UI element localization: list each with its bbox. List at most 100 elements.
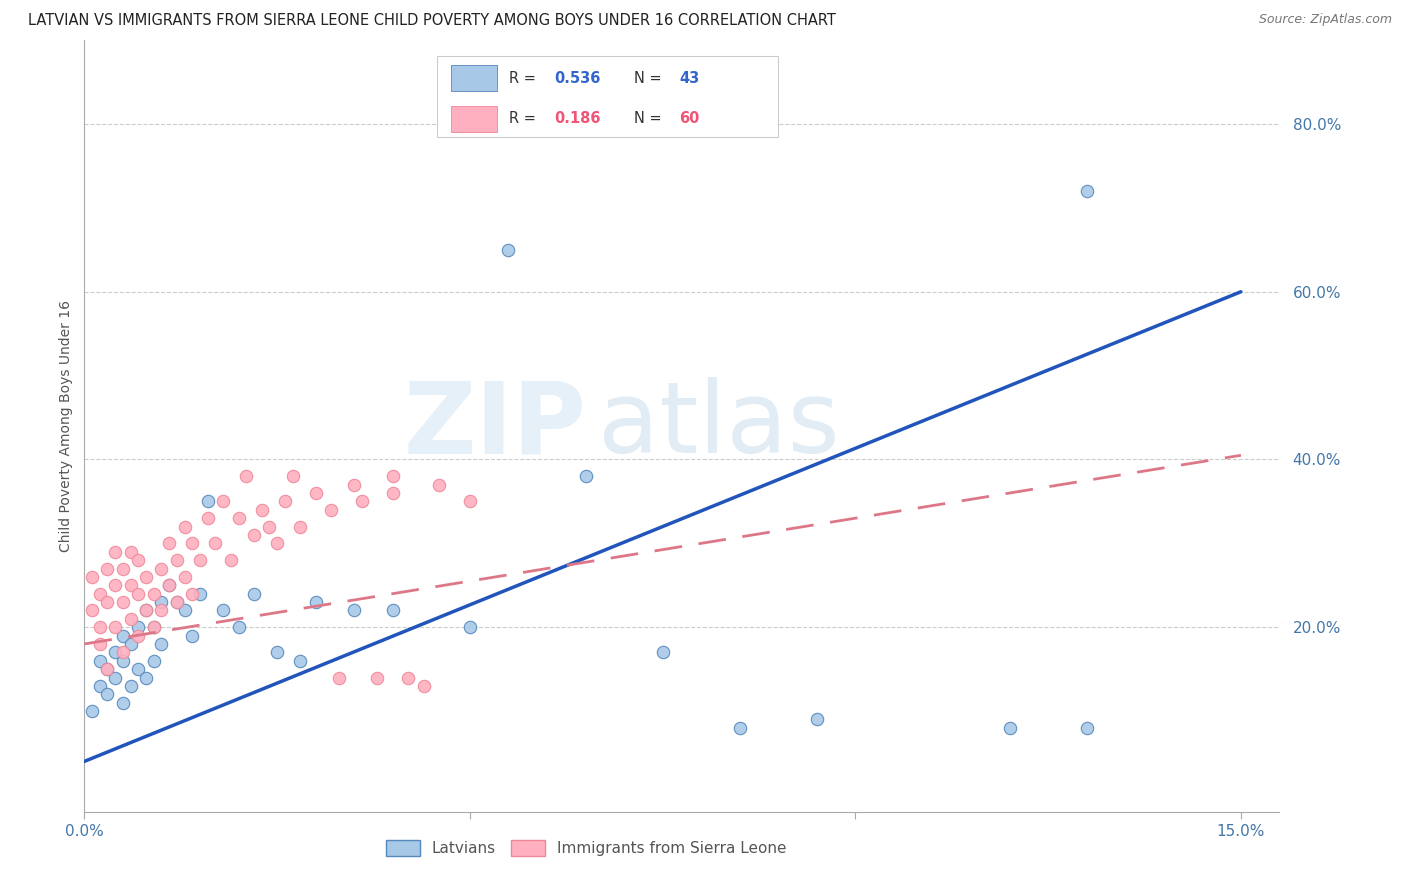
Point — [89, 587, 111, 601]
Text: N =: N = — [634, 112, 666, 127]
Point — [188, 553, 211, 567]
Point — [574, 469, 596, 483]
Point — [111, 595, 134, 609]
Point — [104, 620, 127, 634]
Point — [181, 536, 204, 550]
Point — [412, 679, 434, 693]
Point — [89, 654, 111, 668]
Point — [150, 637, 173, 651]
Point — [173, 603, 195, 617]
Point — [212, 603, 235, 617]
Point — [142, 620, 165, 634]
Point — [266, 645, 288, 659]
Point — [120, 637, 142, 651]
Point — [111, 561, 134, 575]
Point — [120, 545, 142, 559]
Point — [104, 671, 127, 685]
Point — [1076, 721, 1098, 735]
Point — [173, 519, 195, 533]
Text: 60: 60 — [679, 112, 700, 127]
Point — [204, 536, 226, 550]
Point — [181, 587, 204, 601]
Point — [197, 511, 219, 525]
Point — [381, 603, 404, 617]
Point — [157, 578, 180, 592]
Point — [366, 671, 388, 685]
Point — [96, 687, 118, 701]
Point — [142, 654, 165, 668]
Point — [228, 620, 250, 634]
Text: 43: 43 — [679, 70, 700, 86]
Point — [319, 503, 342, 517]
Point — [651, 645, 673, 659]
Point — [290, 654, 312, 668]
Point — [212, 494, 235, 508]
Point — [127, 553, 149, 567]
Bar — [451, 65, 496, 91]
Text: Source: ZipAtlas.com: Source: ZipAtlas.com — [1258, 13, 1392, 27]
Point — [96, 561, 118, 575]
Point — [259, 519, 281, 533]
Point — [458, 494, 481, 508]
Point — [219, 553, 242, 567]
Point — [250, 503, 273, 517]
Point — [80, 704, 103, 718]
Point — [350, 494, 373, 508]
FancyBboxPatch shape — [437, 55, 778, 136]
Text: N =: N = — [634, 70, 666, 86]
Point — [381, 486, 404, 500]
Point — [266, 536, 288, 550]
Text: ZIP: ZIP — [404, 377, 586, 475]
Point — [243, 528, 266, 542]
Point — [127, 587, 149, 601]
Point — [305, 595, 328, 609]
Point — [166, 595, 188, 609]
Point — [104, 578, 127, 592]
Point — [197, 494, 219, 508]
Point — [111, 629, 134, 643]
Point — [89, 679, 111, 693]
Point — [157, 578, 180, 592]
Y-axis label: Child Poverty Among Boys Under 16: Child Poverty Among Boys Under 16 — [59, 300, 73, 552]
Text: R =: R = — [509, 112, 540, 127]
Point — [343, 603, 366, 617]
Point — [127, 662, 149, 676]
Point — [173, 570, 195, 584]
Bar — [451, 106, 496, 132]
Point — [328, 671, 350, 685]
Point — [343, 477, 366, 491]
Point — [150, 561, 173, 575]
Point — [111, 696, 134, 710]
Point — [274, 494, 297, 508]
Text: atlas: atlas — [599, 377, 839, 475]
Point — [458, 620, 481, 634]
Point — [120, 679, 142, 693]
Point — [135, 671, 157, 685]
Point — [806, 713, 828, 727]
Text: 0.536: 0.536 — [554, 70, 600, 86]
Point — [120, 612, 142, 626]
Point — [381, 469, 404, 483]
Point — [166, 595, 188, 609]
Text: 0.186: 0.186 — [554, 112, 600, 127]
Point — [150, 603, 173, 617]
Point — [96, 662, 118, 676]
Point — [228, 511, 250, 525]
Point — [305, 486, 328, 500]
Point — [80, 570, 103, 584]
Point — [290, 519, 312, 533]
Point — [235, 469, 257, 483]
Point — [243, 587, 266, 601]
Point — [89, 620, 111, 634]
Point — [135, 603, 157, 617]
Point — [120, 578, 142, 592]
Point — [181, 629, 204, 643]
Point — [135, 603, 157, 617]
Point — [150, 595, 173, 609]
Point — [396, 671, 419, 685]
Point — [96, 595, 118, 609]
Legend: Latvians, Immigrants from Sierra Leone: Latvians, Immigrants from Sierra Leone — [380, 834, 793, 862]
Point — [96, 662, 118, 676]
Point — [157, 536, 180, 550]
Point — [104, 545, 127, 559]
